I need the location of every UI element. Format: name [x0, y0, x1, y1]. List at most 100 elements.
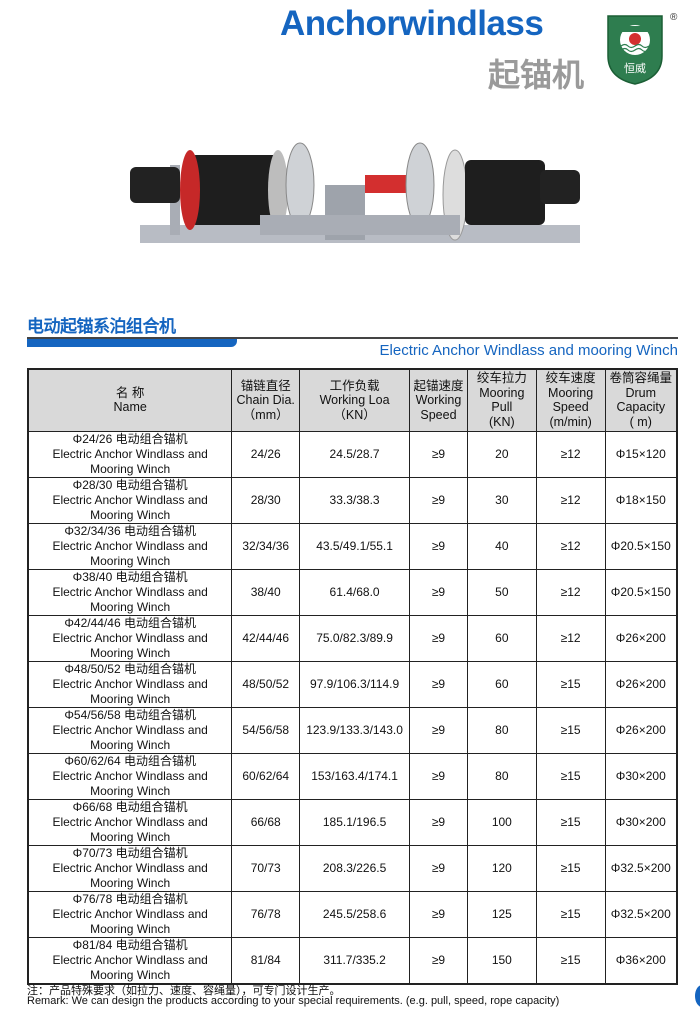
registered-mark: ® [670, 12, 678, 23]
table-row: Φ28/30 电动组合锚机 Electric Anchor Windlass an… [27, 476, 678, 524]
cell-name-line: Electric Anchor Windlass and [52, 768, 208, 783]
cell-load: 245.5/258.6 [299, 890, 411, 938]
column-header-line: Speed [552, 400, 589, 415]
cell-name: Φ24/26 电动组合锚机 Electric Anchor Windlass an… [27, 430, 233, 478]
cell-name-line: Φ38/40 电动组合锚机 [72, 569, 188, 584]
cell-chain: 60/62/64 [231, 752, 301, 800]
column-header-line: 工作负载 [329, 378, 380, 393]
cell-drum: Φ26×200 [604, 660, 678, 708]
table-header-row: 名 称 Name 锚链直径 Chain Dia. （mm） 工作负载 Working Loa… [27, 368, 678, 432]
cell-load: 33.3/38.3 [299, 476, 411, 524]
cell-chain: 76/78 [231, 890, 301, 938]
cell-drum: Φ20.5×150 [604, 568, 678, 616]
cell-chain: 38/40 [231, 568, 301, 616]
cell-name-line: Φ70/73 电动组合锚机 [72, 845, 188, 860]
cell-pull: 120 [466, 844, 537, 892]
note-en: Remark: We can design the products accor… [27, 995, 560, 1007]
cell-drum: Φ32.5×200 [604, 844, 678, 892]
cell-name-line: Φ28/30 电动组合锚机 [72, 477, 188, 492]
cell-chain: 81/84 [231, 936, 301, 984]
cell-mspeed: ≥15 [535, 890, 606, 938]
cell-chain: 28/30 [231, 476, 301, 524]
cell-name-line: Φ24/26 电动组合锚机 [72, 431, 188, 446]
cell-name: Φ54/56/58 电动组合锚机 Electric Anchor Windlass… [27, 706, 233, 754]
cell-speed: ≥9 [409, 890, 468, 938]
cell-name-line: Mooring Winch [90, 829, 171, 844]
column-header-line: Pull [491, 400, 513, 415]
cell-name-line: Electric Anchor Windlass and [52, 814, 208, 829]
column-header-line: Working Loa [319, 393, 390, 407]
cell-pull: 40 [466, 522, 537, 570]
cell-name-line: Φ32/34/36 电动组合锚机 [64, 523, 196, 538]
column-header: 锚链直径 Chain Dia. （mm） [231, 368, 301, 432]
cell-speed: ≥9 [409, 430, 468, 478]
cell-name: Φ42/44/46 电动组合锚机 Electric Anchor Windlass… [27, 614, 233, 662]
table-row: Φ60/62/64 电动组合锚机 Electric Anchor Windlass… [27, 752, 678, 800]
note-cn: 注：产品特殊要求（如拉力、速度、容绳量），可专门设计生产。 [27, 985, 341, 997]
cell-pull: 80 [466, 752, 537, 800]
cell-speed: ≥9 [409, 798, 468, 846]
cell-name-line: Mooring Winch [90, 783, 171, 798]
cell-speed: ≥9 [409, 936, 468, 984]
cell-name-line: Φ76/78 电动组合锚机 [72, 891, 188, 906]
cell-mspeed: ≥12 [535, 568, 606, 616]
cell-name: Φ81/84 电动组合锚机 Electric Anchor Windlass an… [27, 936, 233, 984]
cell-name: Φ38/40 电动组合锚机 Electric Anchor Windlass an… [27, 568, 233, 616]
cell-name: Φ60/62/64 电动组合锚机 Electric Anchor Windlass… [27, 752, 233, 800]
page-title-cn: 起锚机 [488, 56, 585, 94]
cell-chain: 48/50/52 [231, 660, 301, 708]
cell-mspeed: ≥15 [535, 660, 606, 708]
cell-name: Φ48/50/52 电动组合锚机 Electric Anchor Windlass… [27, 660, 233, 708]
column-header-line: Mooring [479, 385, 525, 400]
cell-name-line: Mooring Winch [90, 691, 171, 706]
cell-pull: 30 [466, 476, 537, 524]
column-header-line: (KN) [488, 414, 515, 429]
cell-load: 97.9/106.3/114.9 [299, 660, 411, 708]
column-header-line: 名 称 [115, 385, 145, 400]
accent-bar [27, 339, 237, 347]
cell-speed: ≥9 [409, 706, 468, 754]
cell-load: 153/163.4/174.1 [299, 752, 411, 800]
column-header: 绞车拉力 Mooring Pull (KN) [466, 368, 537, 432]
table-row: Φ81/84 电动组合锚机 Electric Anchor Windlass an… [27, 936, 678, 984]
page-edge-marker [695, 985, 700, 1007]
cell-speed: ≥9 [409, 568, 468, 616]
cell-name-line: Φ54/56/58 电动组合锚机 [64, 707, 196, 722]
cell-drum: Φ20.5×150 [604, 522, 678, 570]
column-header-line: （KN） [333, 407, 376, 422]
cell-speed: ≥9 [409, 660, 468, 708]
column-header-line: Mooring [548, 385, 594, 400]
cell-chain: 70/73 [231, 844, 301, 892]
cell-name-line: Mooring Winch [90, 737, 171, 752]
company-logo: 恒威 [607, 15, 663, 85]
cell-drum: Φ15×120 [604, 430, 678, 478]
column-header: 绞车速度 Mooring Speed (m/min) [535, 368, 606, 432]
cell-name-line: Mooring Winch [90, 461, 171, 476]
cell-mspeed: ≥15 [535, 798, 606, 846]
column-header-line: Chain Dia. [236, 393, 295, 407]
cell-name-line: Electric Anchor Windlass and [52, 584, 208, 599]
cell-drum: Φ30×200 [604, 752, 678, 800]
cell-chain: 66/68 [231, 798, 301, 846]
cell-pull: 60 [466, 660, 537, 708]
cell-name-line: Mooring Winch [90, 645, 171, 660]
cell-name-line: Electric Anchor Windlass and [52, 952, 208, 967]
spec-table: 名 称 Name 锚链直径 Chain Dia. （mm） 工作负载 Working Loa… [27, 368, 678, 985]
cell-name-line: Mooring Winch [90, 921, 171, 936]
cell-name: Φ76/78 电动组合锚机 Electric Anchor Windlass an… [27, 890, 233, 938]
cell-name-line: Mooring Winch [90, 967, 171, 982]
cell-pull: 100 [466, 798, 537, 846]
page-title: Anchorwindlass [280, 4, 544, 43]
cell-speed: ≥9 [409, 476, 468, 524]
cell-mspeed: ≥12 [535, 430, 606, 478]
cell-load: 43.5/49.1/55.1 [299, 522, 411, 570]
cell-name-line: Electric Anchor Windlass and [52, 446, 208, 461]
cell-pull: 60 [466, 614, 537, 662]
table-row: Φ38/40 电动组合锚机 Electric Anchor Windlass an… [27, 568, 678, 616]
column-header-line: (m/min) [549, 414, 592, 429]
cell-name: Φ70/73 电动组合锚机 Electric Anchor Windlass an… [27, 844, 233, 892]
column-header-line: 绞车拉力 [476, 371, 527, 386]
cell-speed: ≥9 [409, 844, 468, 892]
column-header: 起锚速度 Working Speed [409, 368, 468, 432]
column-header-line: 绞车速度 [545, 371, 596, 386]
